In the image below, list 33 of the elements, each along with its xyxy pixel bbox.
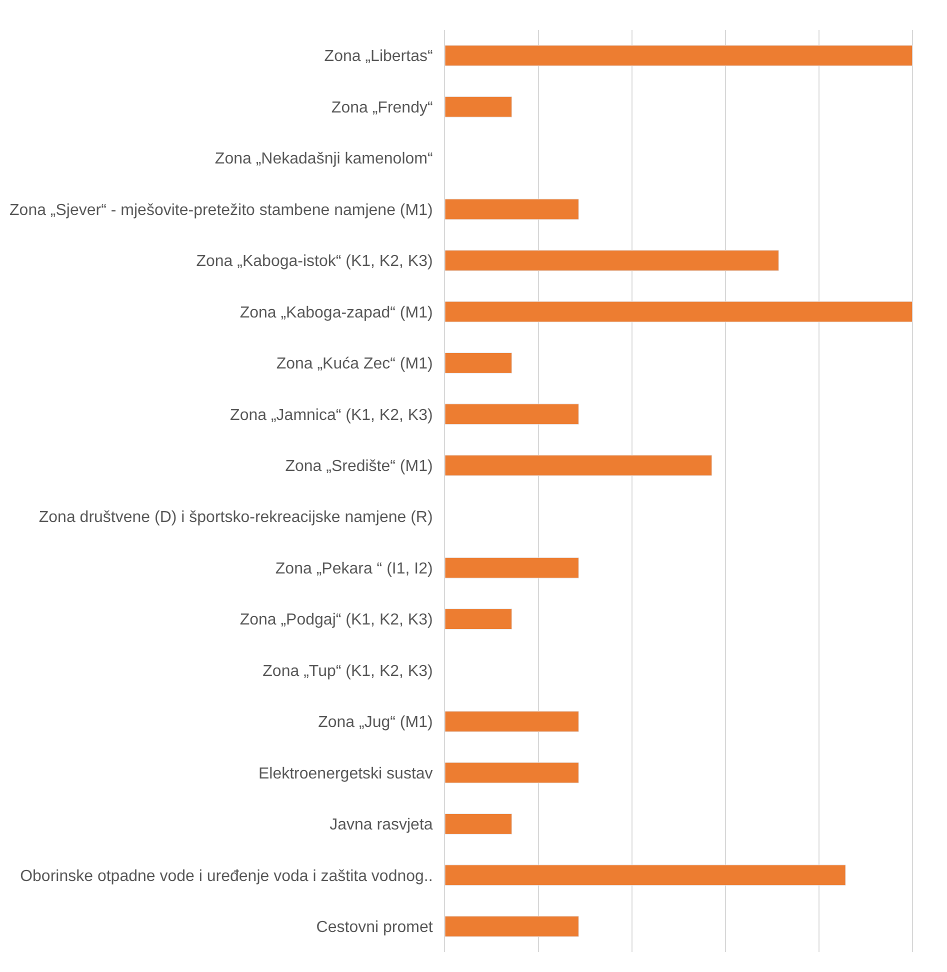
bar xyxy=(445,864,846,886)
bar xyxy=(445,711,579,732)
y-tick-label: Zona „Pekara “ (I1, I2) xyxy=(275,560,433,578)
bar xyxy=(445,45,913,66)
bar xyxy=(445,454,712,476)
y-tick-label: Zona „Tup“ (K1, K2, K3) xyxy=(262,662,433,680)
y-tick-label: Zona „Sjever“ - mješovite-pretežito stambene namjene (M1) xyxy=(10,202,433,219)
y-tick-label: Zona „Frendy“ xyxy=(331,99,433,116)
y-tick-label: Zona „Jug“ (M1) xyxy=(318,714,433,732)
bar xyxy=(445,96,512,118)
bar xyxy=(445,404,579,425)
y-tick-label: Oborinske otpadne vode i uređenje voda i zaštita vodnog.. xyxy=(20,868,433,885)
bar xyxy=(445,813,512,834)
y-tick-label: Zona društvene (D) i športsko-rekreacijske namjene (R) xyxy=(38,509,433,526)
y-tick-label: Zona „Libertas“ xyxy=(324,48,433,66)
y-tick-label: Zona „Jamnica“ (K1, K2, K3) xyxy=(230,406,433,424)
y-tick-label: Zona „Kaboga-zapad“ (M1) xyxy=(240,304,433,322)
bar xyxy=(445,557,579,578)
bar xyxy=(445,250,779,271)
bar xyxy=(445,608,512,630)
bar xyxy=(445,198,579,220)
y-tick-label: Zona „Nekadašnji kamenolom“ xyxy=(214,150,433,168)
y-tick-label: Elektroenergetski sustav xyxy=(258,765,433,782)
bar xyxy=(445,762,579,784)
y-tick-label: Javna rasvjeta xyxy=(330,816,433,834)
bar xyxy=(445,301,913,322)
y-tick-label: Zona „Središte“ (M1) xyxy=(285,458,433,475)
bar xyxy=(445,352,512,374)
bar xyxy=(445,916,579,937)
y-tick-label: Zona „Kaboga-istok“ (K1, K2, K3) xyxy=(196,253,433,270)
y-tick-label: Cestovni promet xyxy=(316,918,434,936)
y-tick-label: Zona „Podgaj“ (K1, K2, K3) xyxy=(240,612,433,629)
y-tick-label: Zona „Kuća Zec“ (M1) xyxy=(276,356,433,373)
